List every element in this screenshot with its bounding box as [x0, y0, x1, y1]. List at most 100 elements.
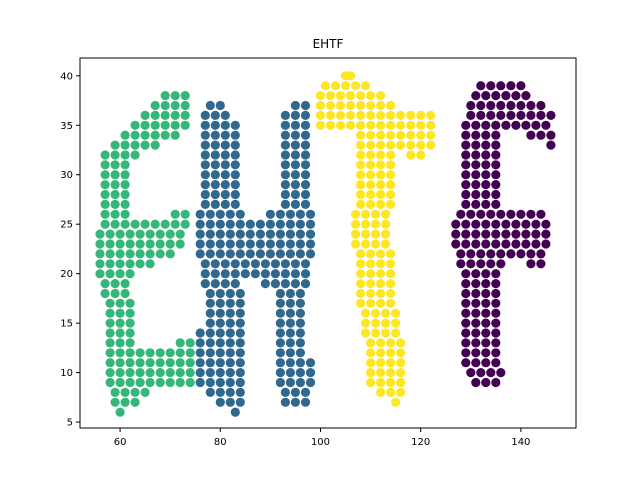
- scatter-point: [290, 100, 300, 111]
- scatter-point: [356, 130, 366, 140]
- scatter-point: [481, 150, 491, 160]
- scatter-point: [295, 368, 305, 378]
- scatter-point: [140, 120, 150, 130]
- scatter-point: [461, 130, 471, 140]
- scatter-point: [481, 219, 491, 229]
- scatter-point: [230, 120, 240, 130]
- scatter-point: [120, 288, 130, 299]
- scatter-point: [295, 377, 305, 388]
- scatter-point: [210, 259, 220, 269]
- scatter-point: [170, 209, 180, 219]
- scatter-point: [491, 180, 501, 190]
- scatter-point: [285, 239, 295, 249]
- scatter-point: [195, 229, 205, 239]
- scatter-point: [120, 387, 130, 397]
- scatter-point: [476, 368, 486, 378]
- scatter-point: [295, 338, 305, 348]
- scatter-point: [225, 368, 235, 378]
- scatter-point: [356, 120, 366, 130]
- scatter-point: [516, 81, 526, 91]
- scatter-point: [366, 368, 376, 378]
- scatter-point: [471, 377, 481, 388]
- plot-frame: [79, 57, 577, 429]
- scatter-point: [255, 249, 265, 259]
- scatter-point: [366, 288, 376, 299]
- scatter-point: [471, 199, 481, 209]
- scatter-point: [290, 120, 300, 130]
- scatter-point: [225, 308, 235, 318]
- scatter-point: [506, 81, 516, 91]
- scatter-point: [541, 239, 551, 249]
- scatter-point: [205, 358, 215, 368]
- scatter-point: [235, 298, 245, 308]
- scatter-point: [235, 308, 245, 318]
- scatter-point: [325, 120, 336, 130]
- scatter-point: [406, 140, 416, 150]
- scatter-point: [315, 100, 326, 111]
- scatter-point: [135, 377, 145, 388]
- scatter-point: [511, 91, 521, 101]
- scatter-point: [165, 239, 175, 249]
- scatter-point: [451, 219, 461, 229]
- scatter-point: [511, 229, 521, 239]
- scatter-point: [225, 358, 235, 368]
- scatter-point: [290, 170, 300, 180]
- scatter-point: [356, 160, 366, 170]
- scatter-point: [496, 249, 506, 259]
- scatter-point: [225, 229, 235, 239]
- scatter-point: [376, 249, 386, 259]
- scatter-point: [250, 259, 260, 269]
- y-tick-label: 40: [60, 71, 73, 82]
- scatter-point: [220, 150, 230, 160]
- scatter-point: [200, 180, 210, 190]
- scatter-point: [135, 358, 145, 368]
- scatter-point: [280, 397, 290, 407]
- scatter-point: [165, 368, 175, 378]
- scatter-point: [345, 100, 356, 111]
- scatter-point: [130, 219, 140, 229]
- scatter-point: [376, 338, 386, 348]
- scatter-point: [110, 279, 120, 289]
- scatter-point: [315, 91, 326, 101]
- scatter-point: [205, 239, 215, 249]
- scatter-point: [406, 130, 416, 140]
- scatter-point: [125, 348, 135, 358]
- scatter-point: [361, 318, 371, 328]
- scatter-point: [330, 81, 341, 91]
- scatter-point: [155, 348, 165, 358]
- scatter-point: [361, 229, 371, 239]
- scatter-point: [175, 338, 185, 348]
- scatter-point: [541, 219, 551, 229]
- scatter-point: [461, 348, 471, 358]
- scatter-point: [265, 239, 275, 249]
- scatter-point: [461, 358, 471, 368]
- scatter-point: [426, 140, 436, 150]
- chart-title: EHTF: [313, 37, 344, 51]
- scatter-point: [115, 318, 125, 328]
- scatter-point: [345, 120, 356, 130]
- scatter-point: [170, 219, 180, 229]
- scatter-point: [476, 209, 486, 219]
- scatter-point: [371, 308, 381, 318]
- scatter-point: [496, 368, 506, 378]
- scatter-point: [471, 308, 481, 318]
- y-tick-label: 15: [60, 319, 73, 330]
- scatter-point: [115, 368, 125, 378]
- scatter-point: [195, 209, 205, 219]
- scatter-point: [376, 180, 386, 190]
- scatter-point: [130, 130, 140, 140]
- scatter-point: [275, 348, 285, 358]
- scatter-point: [115, 348, 125, 358]
- scatter-point: [366, 130, 376, 140]
- scatter-point: [516, 100, 526, 111]
- scatter-point: [275, 338, 285, 348]
- scatter-point: [290, 140, 300, 150]
- scatter-point: [125, 368, 135, 378]
- scatter-point: [536, 110, 546, 120]
- scatter-point: [235, 338, 245, 348]
- scatter-point: [140, 219, 150, 229]
- scatter-point: [496, 209, 506, 219]
- scatter-point: [366, 189, 376, 200]
- scatter-point: [105, 249, 115, 259]
